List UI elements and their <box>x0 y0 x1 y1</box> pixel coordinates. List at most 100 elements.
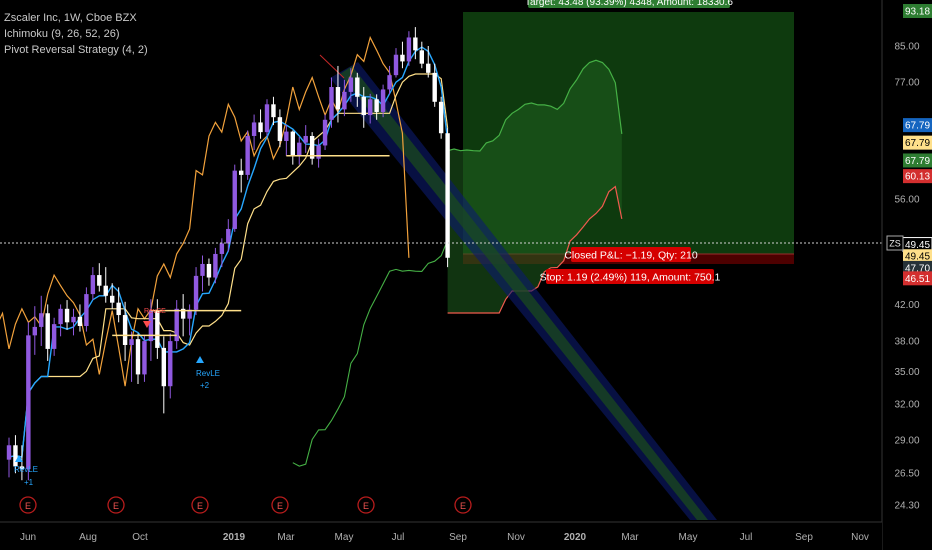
earnings-marker: E <box>455 497 471 513</box>
candle <box>142 335 146 382</box>
time-tick-label: Mar <box>621 532 639 543</box>
candle <box>97 263 101 291</box>
candle-body <box>116 303 120 315</box>
time-tick-label: Oct <box>132 532 148 543</box>
candle-body <box>226 229 230 243</box>
candle <box>46 304 50 361</box>
price-tick-label: 77.00 <box>894 78 919 89</box>
candle-body <box>13 445 17 466</box>
revle-label-2: RevLE <box>196 369 220 378</box>
symbol-tag-label: ZS <box>889 239 901 249</box>
candle <box>207 259 211 286</box>
candle-body <box>362 97 366 115</box>
candle-body <box>78 317 82 326</box>
candle-body <box>39 313 43 327</box>
chart-legend: Zscaler Inc, 1W, Cboe BZX Ichimoku (9, 2… <box>4 10 148 58</box>
earnings-letter: E <box>113 501 119 511</box>
candle-body <box>58 309 62 324</box>
candle <box>7 438 11 478</box>
candle-body <box>400 55 404 62</box>
candle-body <box>33 327 37 335</box>
price-tag-text: 67.79 <box>905 138 930 149</box>
legend-strategy: Pivot Reversal Strategy (4, 2) <box>4 42 148 58</box>
candle <box>91 267 95 300</box>
candle-body <box>426 64 430 73</box>
candle-body <box>149 311 153 342</box>
candle-body <box>387 75 391 89</box>
price-tag-text: 60.13 <box>905 172 930 183</box>
price-tick-label: 24.30 <box>894 501 919 512</box>
candle <box>304 125 308 153</box>
earnings-marker: E <box>358 497 374 513</box>
candle <box>245 131 249 180</box>
candle-body <box>84 294 88 326</box>
candle <box>329 78 333 128</box>
candle-body <box>213 254 217 278</box>
channel-red-line <box>320 55 344 78</box>
candle <box>310 132 314 164</box>
earnings-letter: E <box>197 501 203 511</box>
candle-body <box>284 132 288 141</box>
time-tick-label: May <box>679 532 698 543</box>
price-tag-text: 67.79 <box>905 156 930 167</box>
candle <box>20 445 24 480</box>
revle-label-1: RevLE <box>14 465 38 474</box>
candle-body <box>342 92 346 110</box>
candle-body <box>46 313 50 349</box>
candle-body <box>407 37 411 61</box>
candle-body <box>129 339 133 345</box>
price-tag-text: 93.18 <box>905 7 930 18</box>
candle-body <box>252 122 256 136</box>
candle-body <box>439 102 443 133</box>
time-tick-label: 2020 <box>564 532 587 543</box>
candle <box>400 42 404 69</box>
candle-body <box>433 73 437 102</box>
candle-body <box>200 264 204 276</box>
price-tick-label: 56.00 <box>894 194 919 205</box>
candle-body <box>220 243 224 253</box>
span-a-past <box>293 240 448 466</box>
candle <box>394 48 398 77</box>
candle-body <box>123 315 127 345</box>
candle-body <box>52 324 56 349</box>
target-label-text: Target: 43.48 (93.39%) 4348, Amount: 183… <box>525 0 733 8</box>
earnings-marker: E <box>192 497 208 513</box>
candle-body <box>278 117 282 141</box>
candle-body <box>413 37 417 50</box>
candle <box>104 267 108 303</box>
candle-body <box>162 348 166 386</box>
strategy-markers <box>15 156 390 462</box>
earnings-letter: E <box>25 501 31 511</box>
earnings-marker: E <box>108 497 124 513</box>
candle-body <box>355 78 359 97</box>
revse-label: RevSE <box>144 308 166 315</box>
candle <box>84 287 88 331</box>
candle <box>39 296 43 346</box>
candle <box>265 99 269 136</box>
candle-body <box>368 99 372 115</box>
candle <box>439 97 443 139</box>
candle-body <box>420 50 424 63</box>
candle-body <box>91 275 95 294</box>
candles <box>7 27 450 480</box>
candle <box>316 139 320 168</box>
price-tag-text: 67.79 <box>905 121 930 132</box>
stop-label-text: Stop: 1.19 (2.49%) 119, Amount: 750.1 <box>540 272 721 284</box>
price-tag: 67.79 <box>903 153 932 167</box>
candle <box>78 304 82 331</box>
candle-body <box>381 89 385 112</box>
candle-body <box>168 341 172 386</box>
earnings-letter: E <box>363 501 369 511</box>
candle <box>252 115 256 150</box>
time-tick-label: Jul <box>392 532 405 543</box>
candle-body <box>155 311 159 348</box>
time-tick-label: Jul <box>740 532 753 543</box>
candle <box>420 42 424 69</box>
candle-body <box>194 276 198 310</box>
price-tick-label: 35.00 <box>894 367 919 378</box>
cloud-helper <box>9 60 183 151</box>
revle-qty-1: +1 <box>24 478 34 487</box>
candle <box>258 109 262 138</box>
candle-body <box>26 335 30 469</box>
